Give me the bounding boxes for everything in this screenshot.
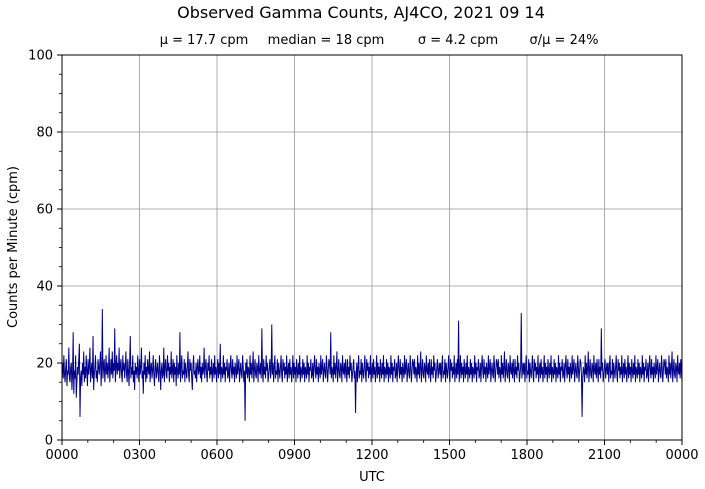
- stat-sigma: σ = 4.2 cpm: [418, 33, 498, 48]
- x-axis-label: UTC: [359, 470, 385, 485]
- y-tick-label: 40: [36, 280, 53, 295]
- y-tick-label: 100: [28, 49, 53, 64]
- stat-cv: σ/μ = 24%: [530, 33, 599, 48]
- y-axis: 0 20 40 60 80 100: [28, 49, 62, 449]
- x-tick-label: 1500: [433, 448, 466, 463]
- x-tick-label: 1200: [355, 448, 388, 463]
- stat-median: median = 18 cpm: [268, 33, 385, 48]
- grid-lines: [62, 55, 682, 440]
- x-tick-label: 0000: [45, 448, 78, 463]
- x-tick-label: 0600: [200, 448, 233, 463]
- stat-mean: μ = 17.7 cpm: [160, 33, 249, 48]
- chart-title: Observed Gamma Counts, AJ4CO, 2021 09 14: [177, 3, 545, 22]
- y-tick-label: 20: [36, 357, 53, 372]
- x-tick-label: 2100: [588, 448, 621, 463]
- x-axis: 0000 0300 0600 0900 1200 1500 1800 2100 0000: [45, 440, 699, 463]
- x-tick-label: 1800: [510, 448, 543, 463]
- x-tick-label: 0900: [278, 448, 311, 463]
- y-axis-label: Counts per Minute (cpm): [6, 166, 21, 328]
- y-tick-label: 60: [36, 203, 53, 218]
- series-line: [61, 309, 683, 421]
- x-tick-label: 0300: [123, 448, 156, 463]
- y-tick-label: 80: [36, 126, 53, 141]
- y-tick-label: 0: [45, 434, 53, 449]
- x-tick-label: 0000: [665, 448, 698, 463]
